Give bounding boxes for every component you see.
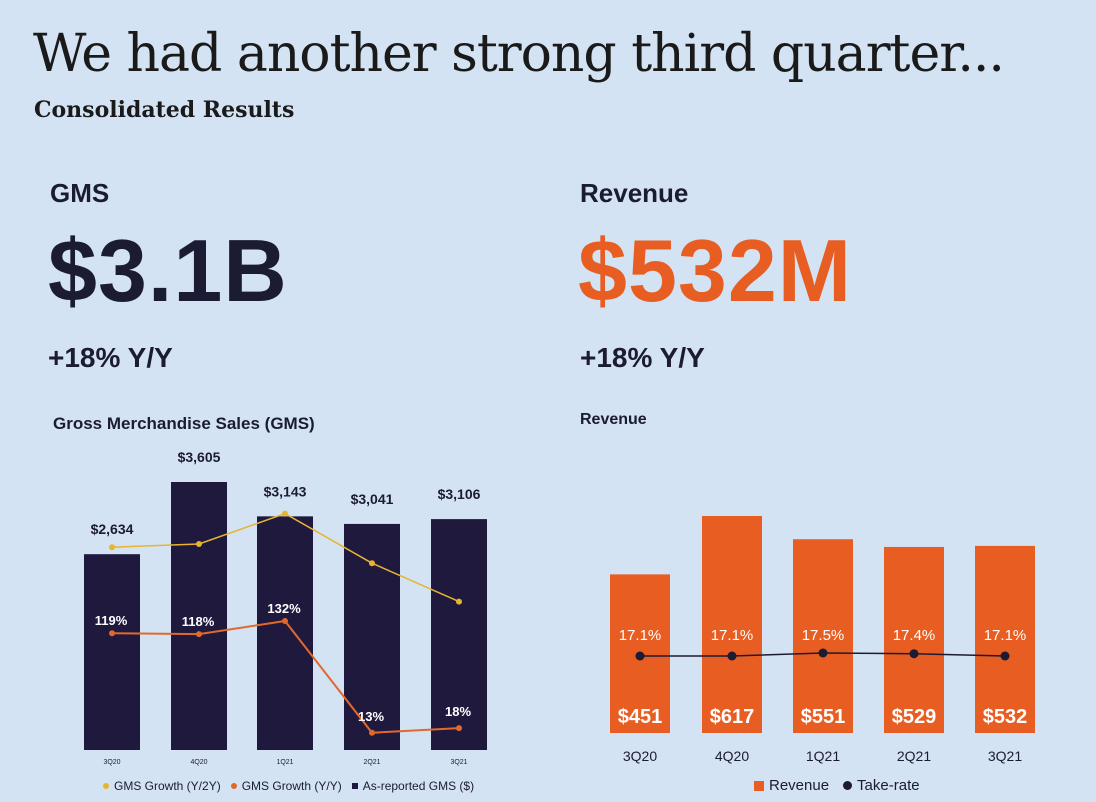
gms-kpi-change: +18% Y/Y [48,342,173,373]
revenue-x-tick-label: 4Q20 [715,748,749,764]
gms-yy-label: 118% [182,614,215,629]
legend-square-orange [754,780,764,791]
gms-x-tick-label: 4Q20 [190,759,207,766]
gms-yy-point [282,618,288,624]
legend-square-navy [351,783,358,789]
revenue-kpi-label: Revenue [580,178,689,208]
legend-item-take-rate: Take-rate [843,777,920,794]
revenue-kpi-change: +18% Y/Y [580,342,705,373]
revenue-bar [793,539,853,733]
gms-x-tick-label: 3Q20 [103,759,120,766]
take-rate-point [909,649,919,659]
revenue-x-tick-label: 2Q21 [897,748,931,764]
page-title: We had another strong third quarter... [33,24,1005,84]
legend-item-gms-y2y: GMS Growth (Y/2Y) [103,779,221,793]
legend-label-take-rate: Take-rate [857,777,920,794]
legend-item-gms-yy: GMS Growth (Y/Y) [230,779,342,793]
legend-label-revenue: Revenue [769,777,830,794]
gms-kpi-label: GMS [50,178,110,208]
gms-kpi-value: $3.1B [48,221,288,320]
gms-yy-label: 132% [267,601,301,616]
gms-bar [257,516,313,750]
revenue-x-tick-label: 3Q21 [988,748,1022,764]
take-rate-label: 17.1% [619,627,662,644]
gms-yy-point [109,630,115,637]
legend-item-gms-reported: As-reported GMS ($) [351,779,475,793]
gms-x-tick-label: 3Q21 [450,759,467,766]
take-rate-label: 17.5% [802,627,845,644]
revenue-kpi-value: $532M [578,221,853,320]
take-rate-label: 17.1% [711,627,754,644]
gms-yy-label: 13% [358,709,384,724]
legend-dot-dark [843,781,853,790]
gms-chart-title: Gross Merchandise Sales (GMS) [53,414,315,433]
legend-label-gms-reported: As-reported GMS ($) [362,779,475,793]
revenue-chart-title: Revenue [580,411,647,428]
revenue-bar-value-label: $551 [801,706,846,728]
gms-bar [431,519,487,750]
gms-yy-point [456,725,462,732]
revenue-bar-value-label: $617 [710,706,755,728]
gms-bar [84,554,140,750]
take-rate-point [635,651,645,661]
revenue-x-tick-label: 1Q21 [806,748,840,764]
revenue-x-tick-label: 3Q20 [623,748,657,764]
legend-label-gms-yy: GMS Growth (Y/Y) [241,779,342,793]
page-subtitle: Consolidated Results [34,97,295,123]
gms-y2y-point [196,541,202,547]
legend-item-revenue: Revenue [754,777,829,794]
gms-legend: GMS Growth (Y/2Y) GMS Growth (Y/Y) As-re… [103,779,484,793]
revenue-bar [975,545,1035,733]
gms-bar-value-label: $3,143 [264,483,307,499]
legend-dot-gold [103,783,109,789]
gms-bar-value-label: $3,605 [178,449,221,465]
gms-y2y-point [456,598,462,605]
gms-yy-point [369,729,375,736]
revenue-bar-value-label: $529 [892,706,937,728]
gms-bar-value-label: $3,106 [438,486,481,502]
gms-bar-value-label: $3,041 [351,491,394,507]
take-rate-label: 17.1% [984,627,1027,644]
revenue-bar-value-label: $532 [983,706,1028,728]
gms-y2y-point [109,544,115,551]
gms-yy-label: 18% [445,704,471,719]
legend-dot-orange [230,783,237,789]
gms-bar-value-label: $2,634 [91,521,134,537]
gms-yy-point [196,631,202,638]
gms-x-tick-label: 2Q21 [363,759,380,766]
take-rate-label: 17.4% [893,627,936,644]
gms-y2y-point [282,510,288,517]
revenue-legend: Revenue Take-rate [754,777,930,794]
legend-label-gms-y2y: GMS Growth (Y/2Y) [114,779,221,793]
gms-y2y-point [369,560,375,567]
revenue-bar-value-label: $451 [618,706,663,728]
gms-bar [171,482,227,750]
gms-yy-label: 119% [95,613,128,628]
revenue-bar [702,516,762,733]
take-rate-point [818,648,828,658]
take-rate-point [727,651,737,661]
take-rate-point [1000,651,1010,661]
revenue-bar [884,546,944,733]
gms-x-tick-label: 1Q21 [276,759,293,766]
